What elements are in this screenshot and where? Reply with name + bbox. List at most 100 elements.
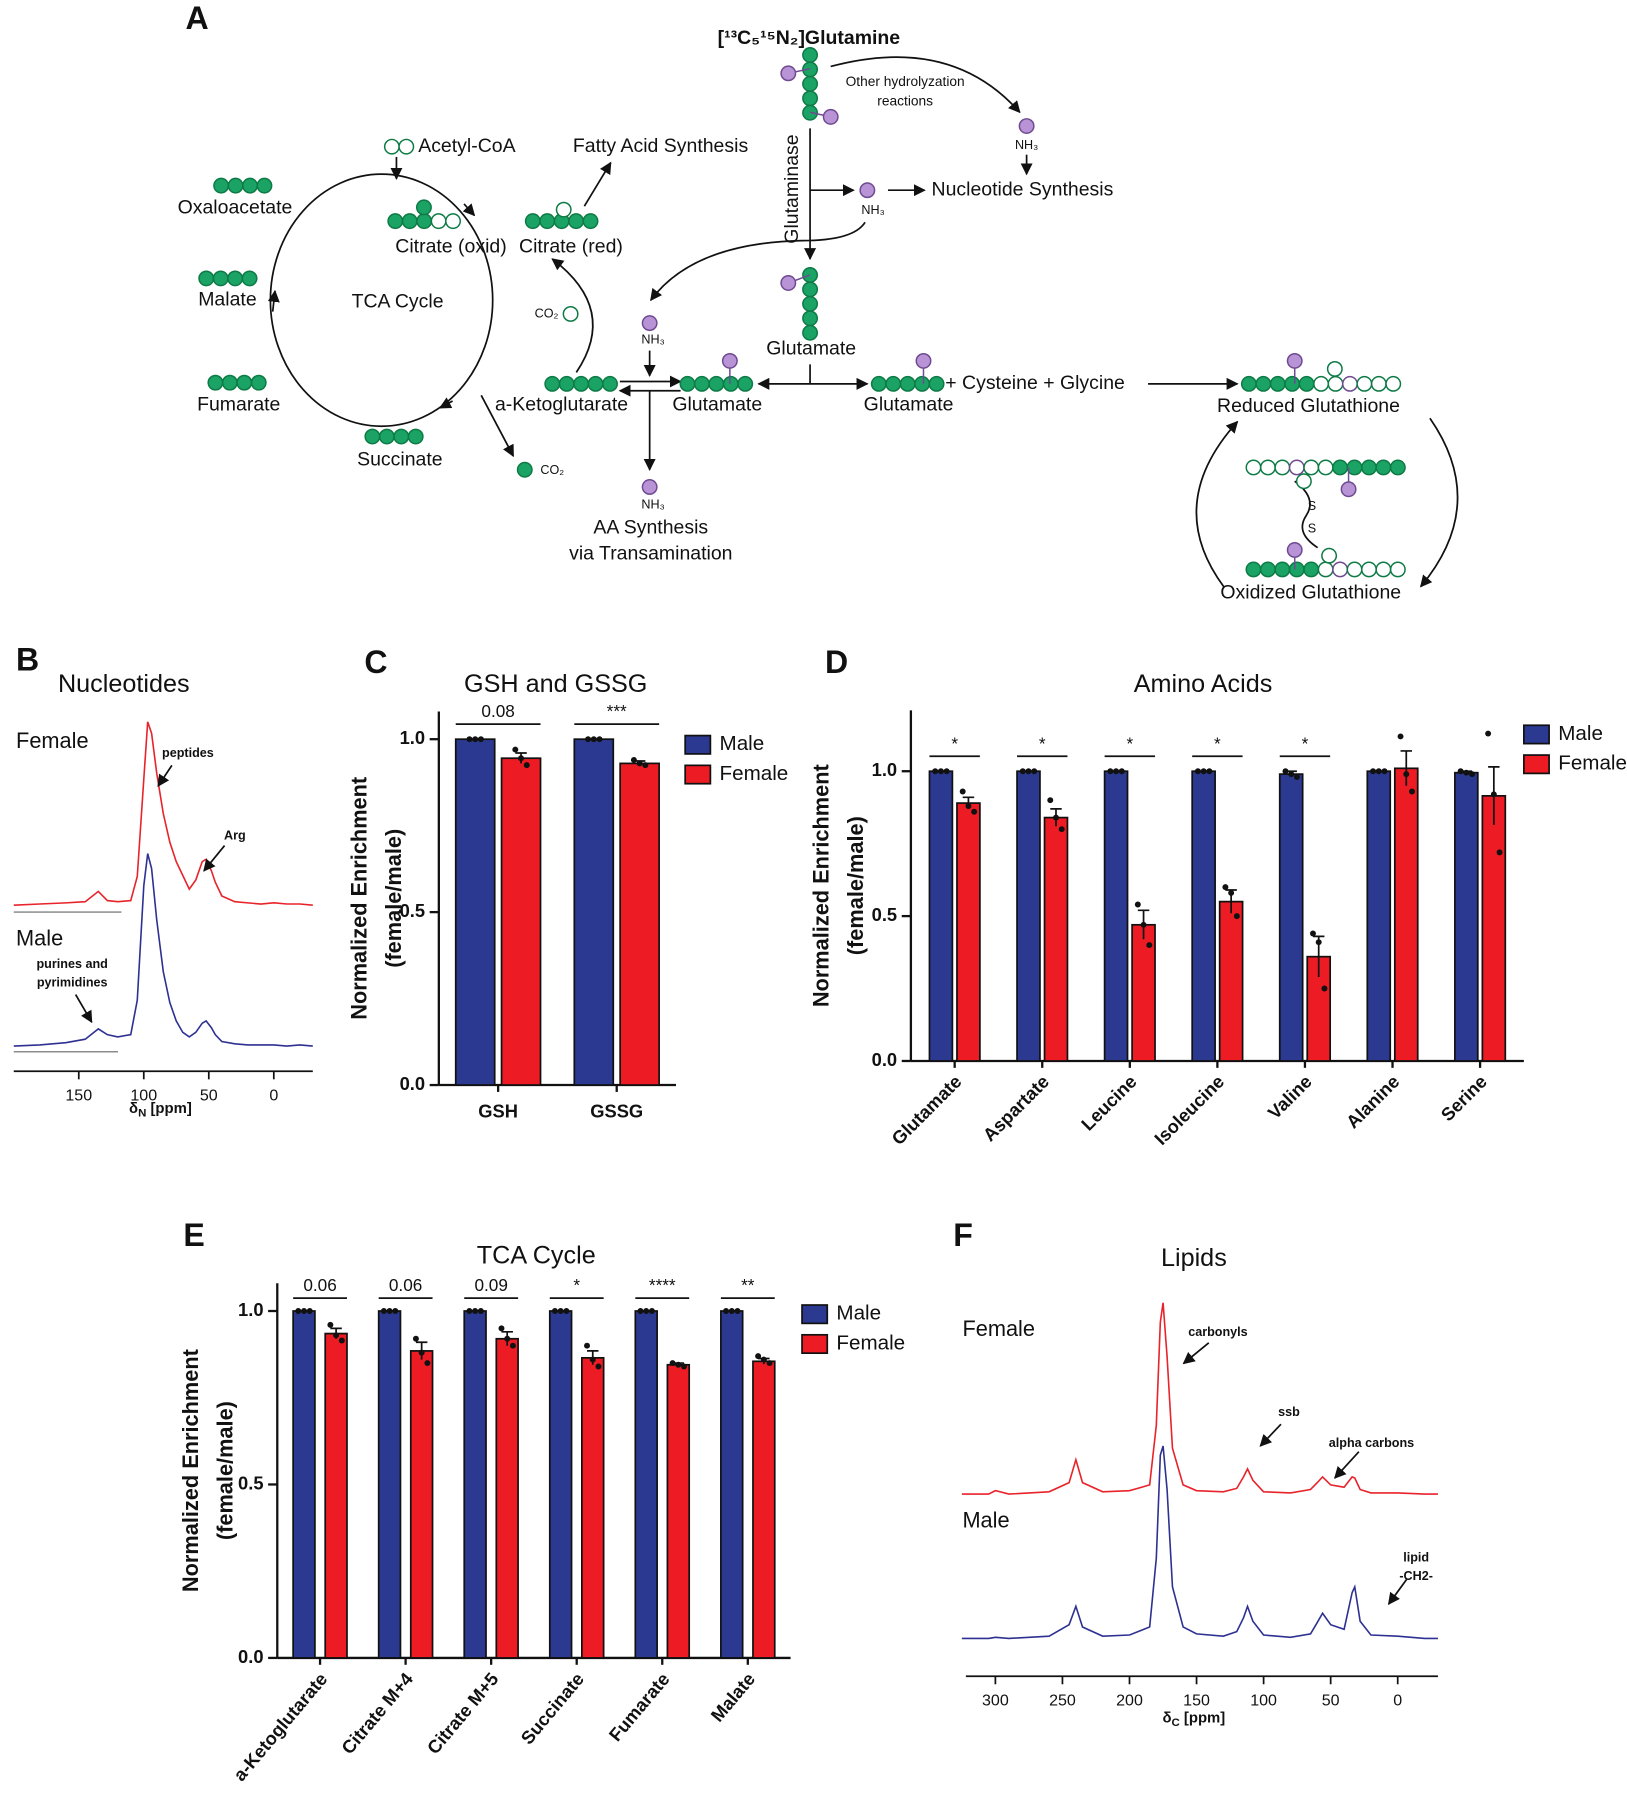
atom [582,213,599,230]
atom [383,138,400,155]
molecule-glyphs [198,47,1406,578]
bar [409,1350,434,1659]
annotation-arrow [203,845,226,872]
arrow [1195,420,1239,588]
x-tick-label: Malate [706,1668,759,1725]
data-point [589,1356,596,1363]
atom [1295,473,1312,490]
legend-swatch [1523,724,1550,745]
data-point [418,1349,425,1356]
data-point [1113,768,1120,775]
data-point [466,736,473,743]
significance-label: * [1039,733,1046,753]
data-point [1194,768,1201,775]
y-tick-label: 0.0 [872,1049,897,1070]
data-point [1233,913,1240,920]
atom [802,267,819,283]
data-point [1134,901,1141,908]
atom [780,275,797,291]
arrow [480,394,515,458]
x-tick-label: 0 [269,1087,278,1105]
bar [454,738,496,1086]
x-tick-label: Citrate M+5 [423,1668,503,1758]
data-point [1118,768,1125,775]
data-point [1047,797,1054,804]
y-axis-label: (female/male) [213,1401,238,1540]
annotation-arrow [74,994,93,1024]
atom [1274,561,1291,578]
atom [364,428,381,445]
y-tick-label: 1.0 [872,759,897,780]
diagram-label: Other hydrolyzation [846,74,965,89]
atom [539,213,556,230]
data-point [380,1308,387,1314]
x-tick-label: 200 [1116,1692,1143,1710]
annotation: pyrimidines [37,975,108,989]
x-tick-label: Aspartate [978,1071,1053,1146]
atom [573,375,590,392]
pathway-arrows [267,56,1459,588]
atom [544,375,561,392]
atom [213,177,230,194]
atom [822,108,839,125]
atom [802,310,819,327]
panel-label: E [183,1217,204,1253]
legend-label: Female [1558,752,1627,775]
x-tick-label: GSH [478,1100,518,1121]
atom [558,375,575,392]
bar [581,1356,605,1659]
atom [1259,561,1276,578]
x-tick-label: Leucine [1077,1071,1141,1135]
atom [802,47,819,63]
atom [1286,352,1303,369]
data-point [1370,768,1377,775]
bar [1103,770,1129,1062]
y-axis-label: Normalized Enrichment [808,764,833,1007]
atom [641,478,658,495]
diagram-label: Fatty Acid Synthesis [573,135,749,157]
bar [463,1310,487,1659]
data-point [636,760,643,767]
atom [587,375,604,392]
annotation: carbonyls [1188,1325,1248,1339]
arrow [583,161,612,207]
bar [500,757,542,1086]
annotation: -CH2- [1399,1569,1433,1583]
annotation-arrow [157,764,173,787]
significance-label: *** [607,701,627,721]
data-point [306,1308,313,1314]
diagram-label: TCA Cycle [352,291,444,313]
x-tick-label: a-Ketoglutarate [229,1668,332,1784]
significance-label: 0.06 [303,1275,336,1295]
diagram-label: Nucleotide Synthesis [932,178,1114,200]
data-point [669,1360,676,1367]
significance-label: ** [741,1275,755,1295]
atom [1303,561,1320,578]
diagram-label: Oxidized Glutathione [1220,582,1401,604]
spectrum-line [13,721,313,906]
data-point [472,1308,479,1314]
atom [221,374,238,391]
bar [573,738,615,1086]
diagram-label: NH₃ [1015,138,1038,152]
data-point [1053,814,1059,821]
x-label-subscript: C [1172,1717,1180,1729]
data-point [1469,771,1476,778]
x-axis-label: δC [ppm] [1163,1711,1226,1730]
x-label-unit: [ppm] [146,1101,191,1117]
data-point [648,1308,655,1314]
data-point [412,1335,419,1342]
data-point [1321,985,1328,992]
diagram-label: Glutamate [766,338,856,360]
x-tick-label: 0 [1393,1692,1402,1710]
atom [802,75,819,92]
significance-label: 0.06 [389,1275,422,1295]
atom [1375,561,1392,578]
diagram-label: + Cysteine + Glycine [945,372,1125,394]
data-point [504,1335,511,1342]
data-point [1315,939,1322,946]
diagram-label: CO₂ [540,463,564,477]
diagram-label: Glutaminase [781,134,803,243]
data-point [1309,930,1316,937]
